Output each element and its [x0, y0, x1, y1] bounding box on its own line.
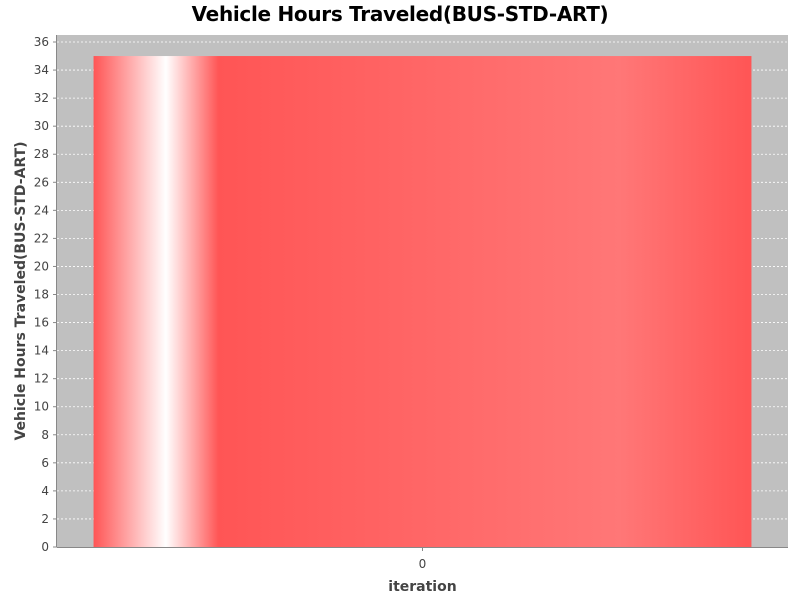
- y-tick-label: 28: [34, 147, 49, 161]
- y-tick-label: 8: [41, 428, 49, 442]
- y-tick-label: 20: [34, 259, 49, 273]
- y-tick-label: 36: [34, 35, 49, 49]
- y-tick-label: 24: [34, 203, 49, 217]
- bars: [93, 56, 752, 547]
- y-tick-label: 26: [34, 175, 49, 189]
- x-axis-ticks: 0: [419, 547, 427, 571]
- bar: [93, 56, 752, 547]
- x-axis-label: iteration: [388, 579, 456, 595]
- y-axis-label: Vehicle Hours Traveled(BUS-STD-ART): [13, 141, 29, 440]
- chart-title: Vehicle Hours Traveled(BUS-STD-ART): [191, 2, 609, 26]
- y-tick-label: 30: [34, 119, 49, 133]
- y-tick-label: 0: [41, 540, 49, 554]
- y-tick-label: 32: [34, 91, 49, 105]
- y-tick-label: 22: [34, 231, 49, 245]
- y-tick-label: 14: [34, 344, 49, 358]
- y-tick-label: 18: [34, 288, 49, 302]
- y-tick-label: 16: [34, 316, 49, 330]
- y-tick-label: 10: [34, 400, 49, 414]
- y-tick-label: 34: [34, 63, 49, 77]
- x-tick-label: 0: [419, 557, 427, 571]
- y-tick-label: 4: [41, 484, 49, 498]
- y-tick-label: 6: [41, 456, 49, 470]
- y-tick-label: 2: [41, 512, 49, 526]
- y-tick-label: 12: [34, 372, 49, 386]
